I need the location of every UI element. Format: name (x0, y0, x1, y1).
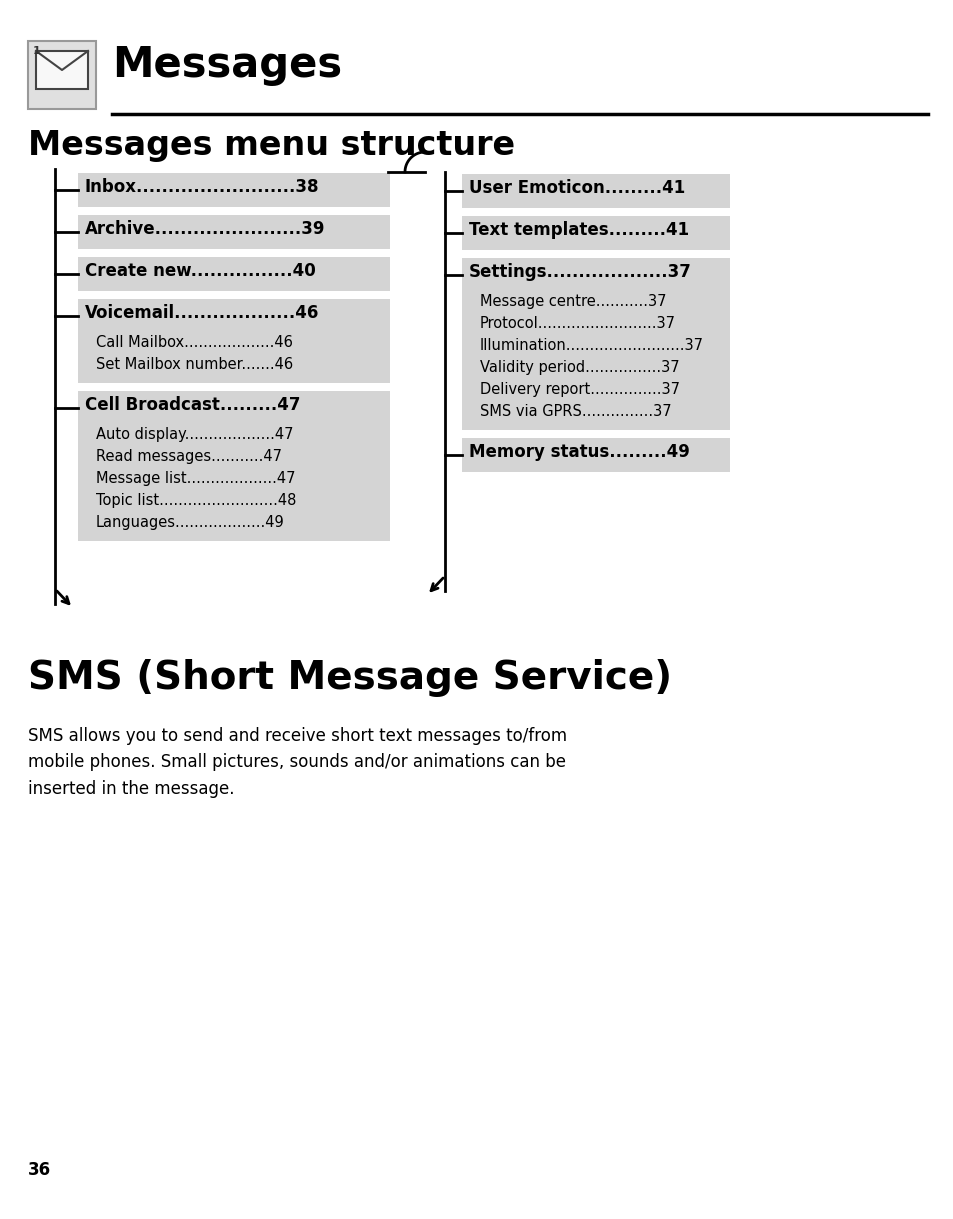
Text: User Emoticon.........41: User Emoticon.........41 (469, 179, 684, 197)
Text: SMS (Short Message Service): SMS (Short Message Service) (28, 659, 672, 697)
FancyBboxPatch shape (78, 173, 390, 207)
FancyBboxPatch shape (78, 257, 390, 291)
Text: Message centre...........37: Message centre...........37 (479, 294, 666, 308)
Text: Protocol.........................37: Protocol.........................37 (479, 316, 676, 332)
Text: SMS allows you to send and receive short text messages to/from
mobile phones. Sm: SMS allows you to send and receive short… (28, 727, 566, 797)
FancyBboxPatch shape (461, 258, 729, 430)
Text: Call Mailbox...................46: Call Mailbox...................46 (96, 335, 293, 350)
Text: Topic list.........................48: Topic list.........................48 (96, 492, 296, 508)
Text: Archive.......................39: Archive.......................39 (85, 219, 325, 238)
FancyBboxPatch shape (28, 41, 96, 108)
Text: Text templates.........41: Text templates.........41 (469, 221, 688, 239)
Text: Inbox.........................38: Inbox.........................38 (85, 178, 319, 196)
FancyBboxPatch shape (78, 215, 390, 249)
Text: Delivery report...............37: Delivery report...............37 (479, 382, 679, 397)
FancyBboxPatch shape (78, 391, 390, 541)
Text: Message list...................47: Message list...................47 (96, 471, 295, 486)
Text: Illumination.........................37: Illumination.........................37 (479, 338, 703, 354)
Text: 36: 36 (28, 1160, 51, 1179)
Text: Set Mailbox number.......46: Set Mailbox number.......46 (96, 357, 293, 372)
FancyBboxPatch shape (78, 299, 390, 383)
Text: Cell Broadcast.........47: Cell Broadcast.........47 (85, 396, 300, 414)
Text: Create new................40: Create new................40 (85, 262, 315, 280)
Text: 1: 1 (33, 46, 41, 56)
Text: Messages menu structure: Messages menu structure (28, 129, 515, 162)
Text: Auto display...................47: Auto display...................47 (96, 427, 294, 442)
Text: Memory status.........49: Memory status.........49 (469, 442, 689, 461)
FancyBboxPatch shape (461, 216, 729, 250)
FancyBboxPatch shape (461, 438, 729, 472)
Text: Settings...................37: Settings...................37 (469, 263, 691, 282)
Text: Messages: Messages (112, 44, 342, 87)
Text: Languages...................49: Languages...................49 (96, 514, 284, 530)
Text: SMS via GPRS...............37: SMS via GPRS...............37 (479, 403, 671, 419)
FancyBboxPatch shape (36, 51, 88, 89)
Text: Voicemail...................46: Voicemail...................46 (85, 304, 319, 322)
FancyBboxPatch shape (461, 174, 729, 208)
Text: Validity period................37: Validity period................37 (479, 360, 679, 375)
Text: Read messages...........47: Read messages...........47 (96, 449, 282, 464)
